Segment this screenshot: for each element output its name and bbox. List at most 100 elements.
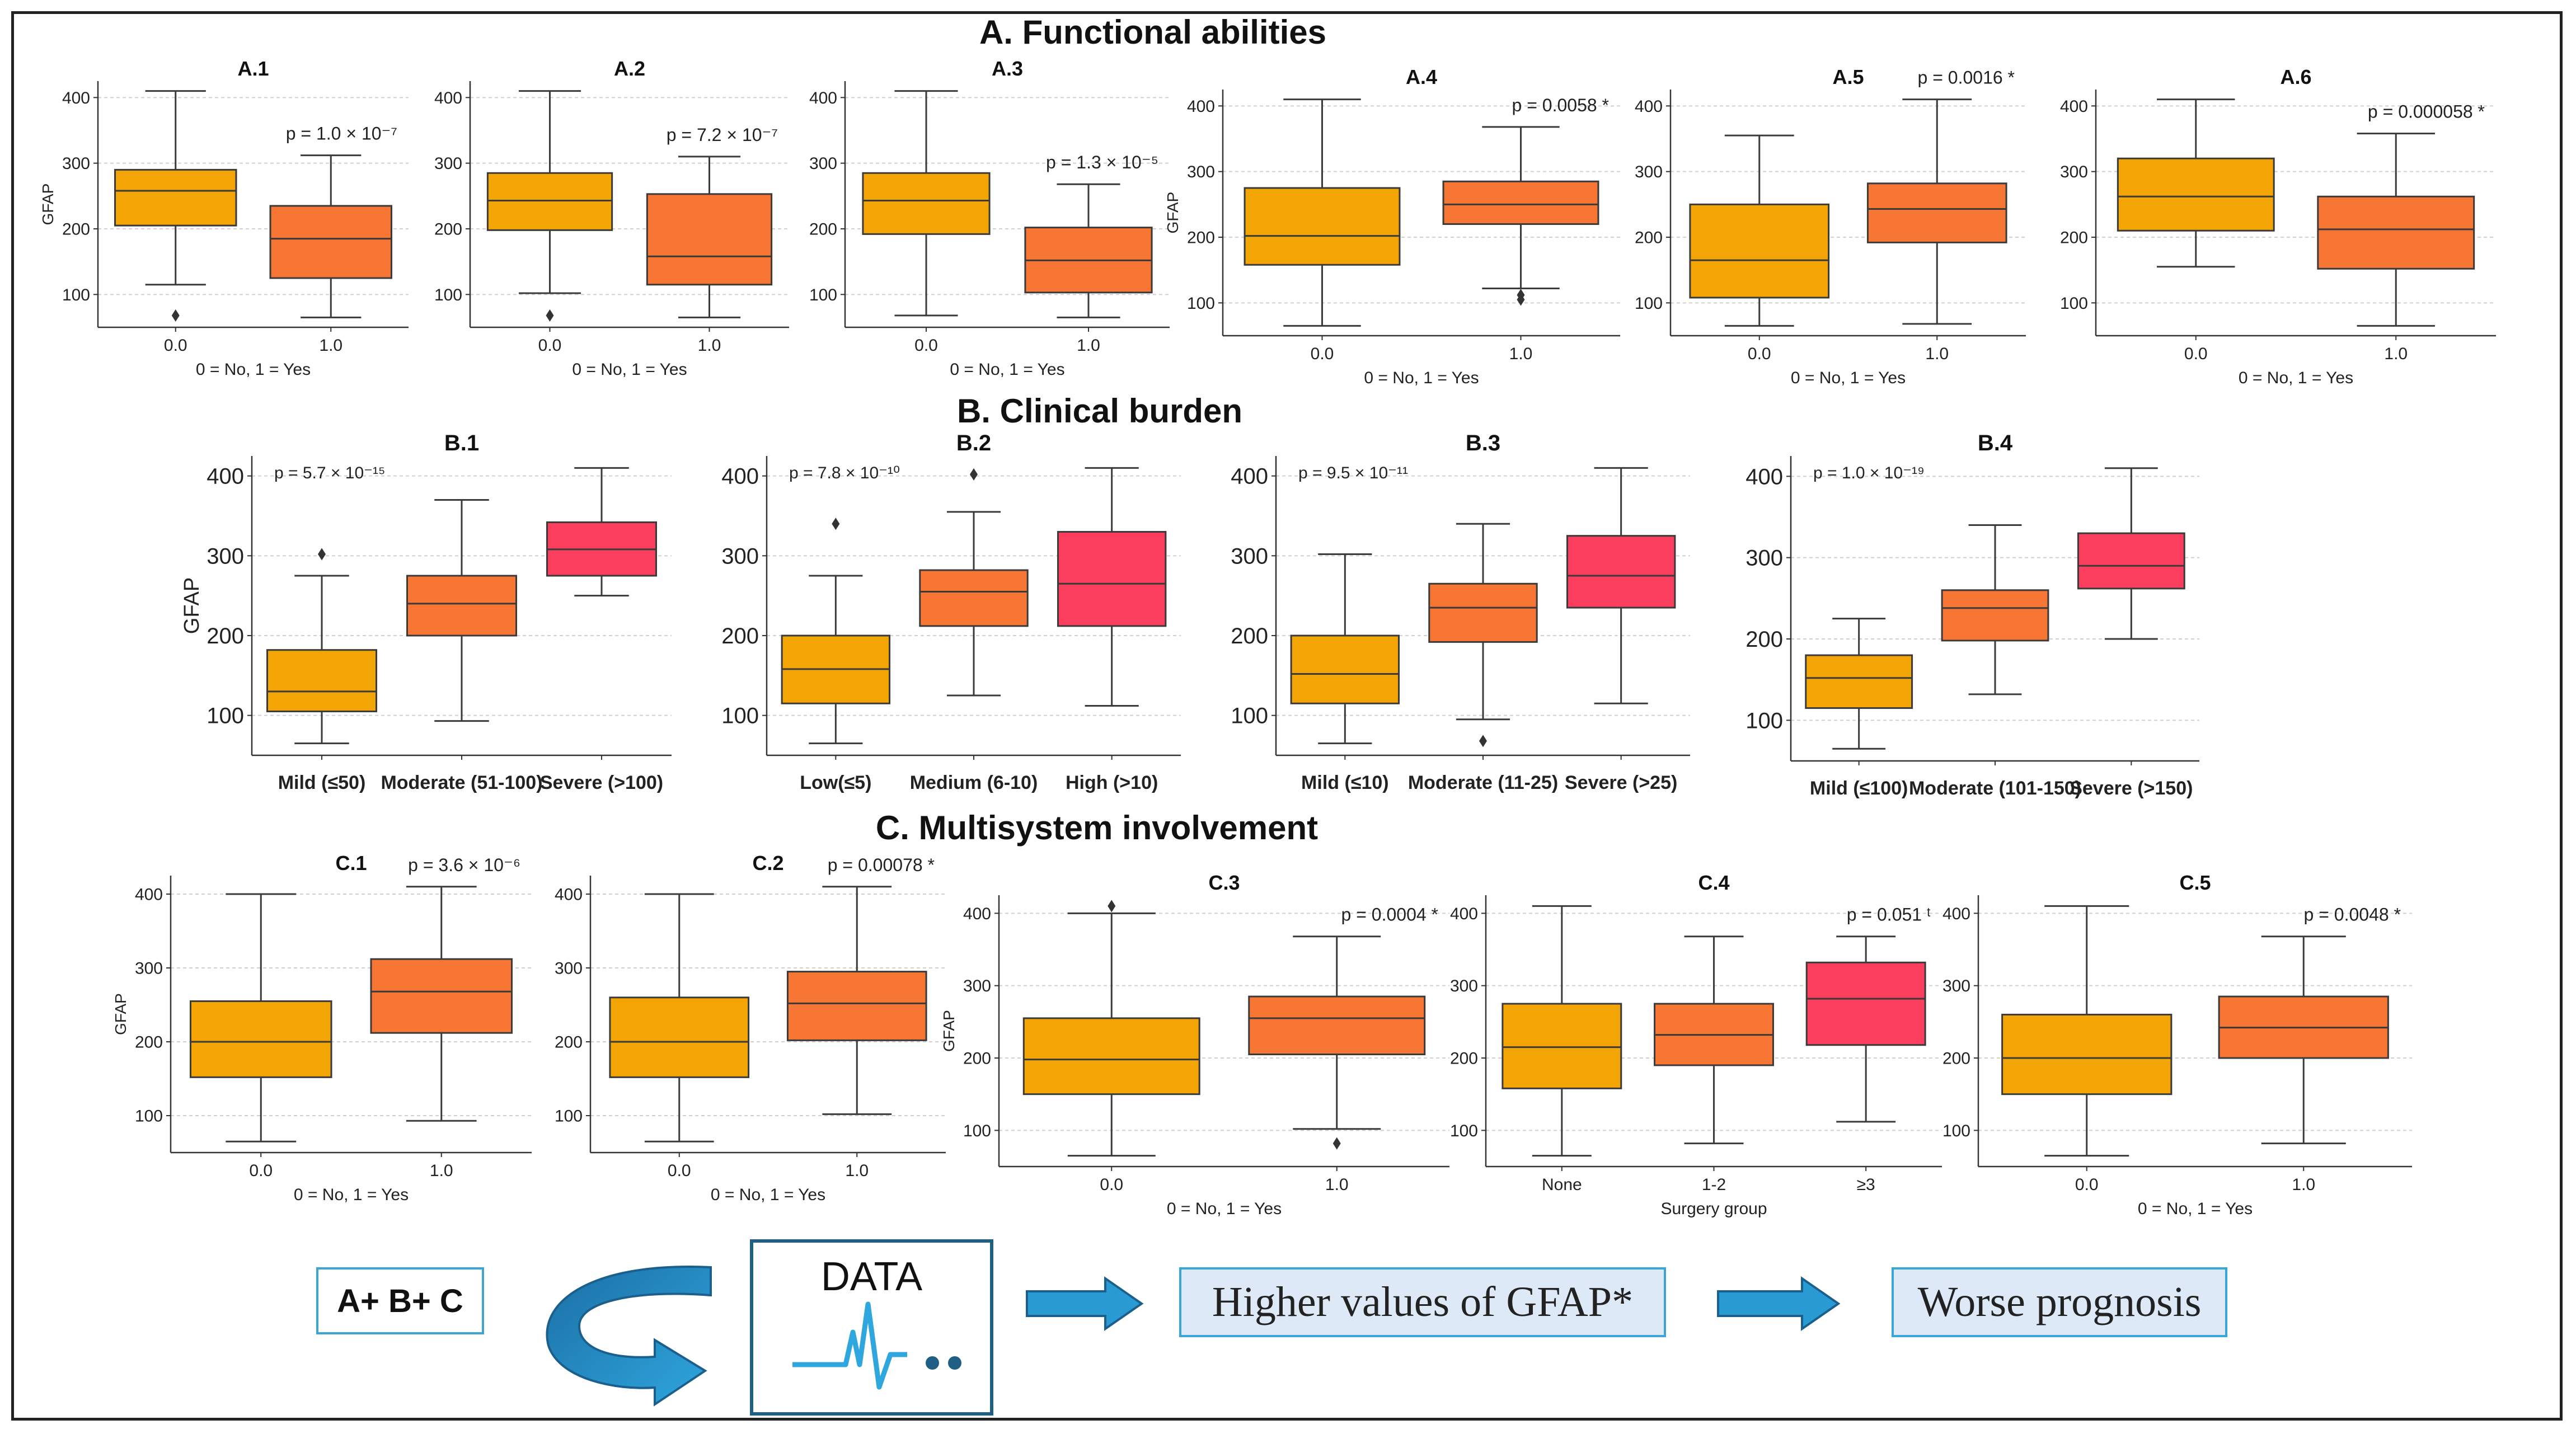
box-iqr [1022,1017,1200,1096]
x-tick-label: 1.0 [1325,1176,1349,1194]
x-tick-label: 1.0 [2292,1176,2315,1194]
y-tick-label: 400 [555,886,583,904]
x-tick-label: Severe (>100) [540,772,663,793]
y-tick-label: 200 [1450,1050,1478,1068]
x-tick-label: Severe (>150) [2070,778,2193,799]
y-tick-label: 100 [135,1107,163,1126]
y-tick-label: 300 [1187,163,1215,181]
y-tick-label: 100 [207,704,244,728]
y-axis-label: GFAP [1164,192,1181,234]
data-box: DATA [750,1239,993,1416]
x-tick-label: 1.0 [319,336,342,355]
chart-panel-c-2: 100 200 300 400 0.0 1.0 C.2 p = 0.00078 * 0 = No… [555,852,946,1204]
chart-panel-c-4: 100 200 300 400 None 1-2 ≥3 C.4 p = 0.051 ᵗ Surge… [1450,871,1942,1218]
box-iqr [189,1000,332,1078]
y-axis-label: GFAP [180,577,204,634]
x-axis-label: 0 = No, 1 = Yes [294,1186,409,1204]
chart-panel-b-4: 100 200 300 400 Mild (≤100) Moderate (101-150… [1746,431,2199,799]
x-tick-label: Mild (≤100) [1810,778,1908,799]
y-tick-label: 400 [809,89,837,107]
y-tick-label: 300 [135,960,163,978]
x-tick-label: Low(≤5) [800,772,871,793]
y-tick-label: 300 [963,977,991,995]
box-iqr [2077,532,2185,590]
x-tick-label: Mild (≤10) [1301,772,1389,793]
p-value-label: p = 1.0 × 10⁻¹⁹ [1813,464,1925,482]
x-tick-label: 0.0 [538,336,562,355]
chart-title: A.3 [992,57,1023,80]
chart-panel-a-5: 100 200 300 400 0.0 1.0 A.5 p = 0.0016 * 0 = No,… [1635,65,2026,387]
curved-arrow-icon [546,1266,712,1407]
x-axis-label: 0 = No, 1 = Yes [1791,369,1906,387]
box-iqr [2001,1013,2173,1096]
y-tick-label: 400 [721,464,759,489]
y-tick-label: 200 [434,220,462,239]
y-tick-label: 300 [62,154,90,173]
y-tick-label: 400 [1187,97,1215,116]
ecg-icon [792,1301,961,1390]
p-value-label: p = 0.0058 * [1512,95,1609,115]
outlier-point [318,548,326,561]
chart-title: B.4 [1978,431,2013,455]
p-value-label: p = 0.00078 * [828,855,935,875]
figure-border [11,11,2563,1421]
box-iqr [266,649,377,713]
chart-panel-a-6: 100 200 300 400 0.0 1.0 A.6 p = 0.000058 * 0 = N… [2060,65,2496,387]
chart-panel-a-2: 100 200 300 400 0.0 1.0 A.2 p = 7.2 × 10⁻⁷ 0 = N… [434,57,789,379]
chart-panels: 100 200 300 400 0.0 1.0 A.1 p = 1.0 × 10⁻⁷ GFAP 0… [39,57,2496,1218]
y-tick-label: 400 [2060,97,2088,116]
y-tick-label: 200 [721,624,759,648]
box-iqr [1502,1003,1622,1089]
box-iqr [1805,654,1913,709]
y-tick-label: 300 [1635,163,1663,181]
y-tick-label: 200 [2060,229,2088,247]
arrow-right-icon [1717,1276,1841,1331]
x-tick-label: 0.0 [914,336,938,355]
x-tick-label: 0.0 [2075,1176,2099,1194]
x-tick-label: Moderate (51-100) [381,772,542,793]
abc-label: A+ B+ C [337,1282,463,1319]
y-tick-label: 100 [1450,1122,1478,1140]
box-iqr [786,971,927,1041]
chart-panel-a-4: 100 200 300 400 0.0 1.0 A.4 p = 0.0058 * GFAP 0 =… [1164,65,1620,387]
chart-title: C.1 [335,852,367,874]
box-iqr [1805,961,1926,1046]
x-axis-label: 0 = No, 1 = Yes [2138,1200,2253,1218]
x-tick-label: None [1542,1176,1582,1194]
y-tick-label: 100 [1635,294,1663,313]
chart-panel-b-1: 100 200 300 400 Mild (≤50) Moderate (51-100)S… [180,431,672,793]
abc-box: A+ B+ C [316,1267,484,1334]
p-value-label: p = 7.2 × 10⁻⁷ [667,125,778,145]
y-tick-label: 100 [1942,1122,1970,1140]
x-axis-label: 0 = No, 1 = Yes [196,360,311,379]
y-tick-label: 400 [1450,905,1478,923]
y-tick-label: 400 [1635,97,1663,116]
p-value-label: p = 5.7 × 10⁻¹⁵ [274,464,385,482]
y-tick-label: 200 [1942,1050,1970,1068]
x-tick-label: Severe (>25) [1565,772,1677,793]
y-tick-label: 300 [1231,544,1268,568]
chart-panel-c-3: 100 200 300 400 0.0 1.0 C.3 p = 0.0004 * GFAP 0 =… [940,871,1449,1218]
box-iqr [1689,203,1830,299]
x-tick-label: 1.0 [430,1162,453,1180]
x-tick-label: 1.0 [1077,336,1100,355]
y-tick-label: 200 [1231,624,1268,648]
chart-title: B.3 [1466,431,1500,455]
chart-panel-c-5: 100 200 300 400 0.0 1.0 C.5 p = 0.0048 * 0 = No,… [1942,871,2412,1218]
y-tick-label: 300 [2060,163,2088,181]
arrow-right-icon [1026,1276,1144,1331]
y-tick-label: 100 [1187,294,1215,313]
x-tick-label: 0.0 [1100,1176,1123,1194]
box-iqr [1941,589,2049,642]
y-tick-label: 400 [207,464,244,489]
chart-title: A.1 [237,57,269,80]
chart-panel-c-1: 100 200 300 400 0.0 1.0 C.1 p = 3.6 × 10⁻⁶ GFAP 0… [112,852,532,1204]
x-tick-label: Moderate (101-150) [1909,778,2081,799]
box-iqr [919,569,1029,627]
box-iqr [862,172,991,235]
y-tick-label: 400 [1231,464,1268,489]
chart-title: C.4 [1698,871,1729,894]
y-tick-label: 200 [1187,229,1215,247]
higher-gfap-box: Higher values of GFAP* [1179,1267,1666,1337]
